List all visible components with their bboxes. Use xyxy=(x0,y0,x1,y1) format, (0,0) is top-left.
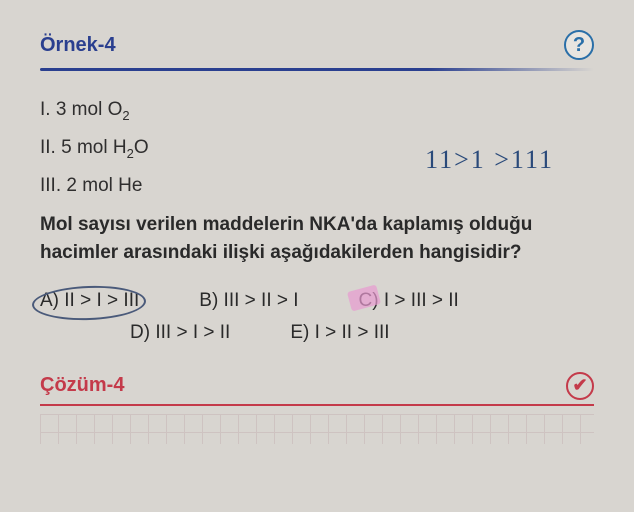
question-text: Mol sayısı verilen maddelerin NKA'da kap… xyxy=(40,211,594,268)
example-title: Örnek-4 xyxy=(40,34,116,57)
option-d: D) III > I > II xyxy=(130,322,230,344)
option-a: A) II > I > III xyxy=(40,290,139,312)
item-1-sub: 2 xyxy=(122,108,129,123)
item-1-text: I. 3 mol O xyxy=(40,99,122,120)
title-underline xyxy=(40,68,594,71)
solution-underline xyxy=(40,404,594,406)
item-3: III. 2 mol He xyxy=(40,175,594,197)
option-e: E) I > II > III xyxy=(290,322,389,344)
item-2-sub: 2 xyxy=(127,146,134,161)
answer-grid xyxy=(40,414,594,444)
check-icon: ✔ xyxy=(566,372,594,400)
question-mark-icon: ? xyxy=(564,30,594,60)
option-c: C) I > III > II xyxy=(359,290,459,312)
item-1: I. 3 mol O2 xyxy=(40,99,594,123)
option-b: B) III > II > I xyxy=(199,290,298,312)
solution-title: Çözüm-4 xyxy=(40,374,124,397)
item-2-text: II. 5 mol H xyxy=(40,137,127,158)
handwritten-note: 11>1 >111 xyxy=(425,145,554,175)
item-2-suffix: O xyxy=(134,137,149,158)
options-group: A) II > I > III B) III > II > I C) I > I… xyxy=(40,290,594,344)
